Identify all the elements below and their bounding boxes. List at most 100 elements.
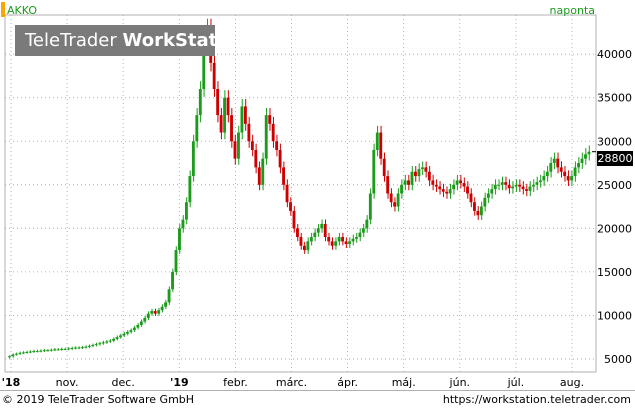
candle-body — [129, 330, 133, 332]
candle-body — [584, 154, 587, 159]
candle-body — [313, 232, 317, 238]
candle-body — [14, 353, 18, 355]
x-tick-label: aug. — [560, 376, 584, 389]
candle-body — [511, 186, 515, 189]
candle-body — [497, 184, 501, 186]
candle-body — [573, 167, 577, 177]
candle-body — [164, 302, 168, 307]
x-tick-label: jún. — [449, 376, 471, 389]
candle-body — [87, 345, 91, 347]
candle-body — [386, 176, 390, 194]
brand-logo: TeleTrader WorkStation — [15, 25, 249, 56]
candle-body — [334, 241, 338, 246]
candle-body — [84, 346, 88, 348]
candle-body — [150, 311, 154, 314]
candle-body — [570, 176, 574, 181]
candle-body — [379, 132, 383, 159]
candle-body — [264, 115, 268, 159]
candle-body — [167, 289, 171, 303]
candle-body — [119, 335, 122, 338]
candle-body — [268, 115, 272, 124]
candle-body — [365, 219, 369, 229]
candle-body — [80, 347, 84, 349]
candle-body — [587, 151, 591, 155]
candle-body — [438, 186, 442, 190]
candle-body — [361, 228, 365, 233]
y-tick-label: 5000 — [604, 353, 632, 366]
candle-body — [56, 349, 60, 351]
candle-body — [403, 180, 407, 185]
y-tick-label: 10000 — [597, 309, 632, 322]
candle-body — [94, 344, 98, 346]
candle-body — [355, 237, 358, 239]
candle-body — [466, 186, 469, 194]
site-url-link[interactable]: https://workstation.teletrader.com — [442, 393, 631, 406]
candle-body — [143, 318, 147, 322]
candle-body — [407, 180, 410, 185]
candle-body — [316, 228, 320, 233]
candle-body — [101, 342, 105, 344]
candle-body — [195, 115, 199, 142]
x-tick-label: '18 — [2, 376, 21, 389]
candle-body — [330, 241, 334, 246]
candle-body — [368, 193, 372, 220]
candle-body — [479, 206, 483, 216]
candle-body — [66, 348, 70, 350]
candle-body — [525, 189, 528, 191]
candle-body — [35, 351, 39, 353]
candle-body — [459, 180, 463, 184]
candle-body — [504, 182, 508, 185]
y-tick-label: 30000 — [597, 135, 632, 148]
candle-body — [302, 245, 306, 251]
candle-body — [358, 232, 362, 238]
candle-body — [382, 158, 386, 177]
candle-body — [552, 158, 556, 164]
candle-body — [122, 333, 126, 336]
candle-body — [73, 347, 77, 349]
candle-body — [254, 149, 258, 168]
candle-body — [566, 176, 570, 181]
y-tick-label: 25000 — [597, 179, 632, 192]
candle-body — [417, 169, 421, 177]
candle-body — [257, 167, 261, 185]
candle-body — [483, 197, 487, 207]
candle-body — [372, 149, 376, 194]
copyright-text: © 2019 TeleTrader Software GmbH — [2, 393, 195, 406]
y-tick-label: 20000 — [597, 222, 632, 235]
candle-body — [146, 313, 150, 319]
candle-body — [549, 163, 553, 172]
candle-body — [212, 62, 216, 90]
candle-body — [282, 167, 286, 185]
candle-body — [507, 184, 511, 189]
candle-body — [70, 348, 74, 350]
candle-body — [233, 141, 237, 159]
candle-body — [521, 186, 525, 190]
candle-body — [434, 184, 438, 187]
candle-body — [139, 321, 143, 325]
candle-body — [375, 132, 379, 150]
candle-body — [11, 354, 15, 357]
candle-body — [271, 123, 275, 142]
candle-body — [344, 241, 348, 245]
candle-body — [448, 189, 452, 194]
candle-body — [452, 184, 456, 190]
candle-body — [237, 132, 240, 159]
candle-body — [91, 345, 95, 347]
candle-body — [77, 347, 81, 349]
candle-body — [535, 182, 539, 185]
candle-body — [309, 237, 313, 242]
candle-body — [306, 241, 310, 251]
candle-body — [559, 167, 563, 172]
candle-body — [400, 184, 404, 194]
candle-body — [219, 115, 223, 133]
y-tick-label: 15000 — [597, 266, 632, 279]
candle-body — [188, 176, 192, 203]
x-tick-label: máj. — [392, 376, 416, 389]
candle-body — [389, 193, 393, 203]
candle-body — [191, 141, 195, 177]
candle-body — [348, 241, 351, 245]
candle-body — [285, 184, 289, 203]
candle-body — [580, 158, 584, 164]
candle-body — [493, 184, 497, 190]
legend-marker — [1, 2, 5, 17]
